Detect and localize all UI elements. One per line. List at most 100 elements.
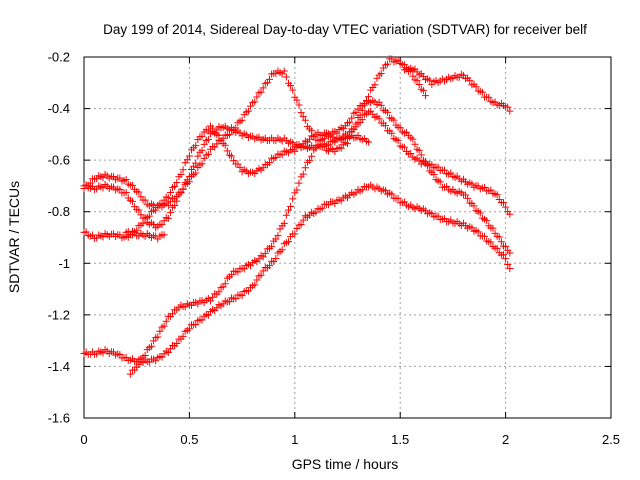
data-point [173,339,181,347]
data-point [198,160,206,168]
data-point [360,101,368,109]
data-point [116,185,124,193]
data-point [502,242,510,250]
data-point [225,130,233,138]
data-point [409,72,417,80]
data-point [291,147,299,155]
data-point [375,115,383,123]
data-point [135,188,143,196]
data-point [384,60,392,68]
data-point [257,88,265,96]
data-point [293,186,301,194]
data-point [278,246,286,254]
data-point [390,116,398,124]
data-point [318,204,326,212]
data-point [160,231,168,239]
data-point [128,181,136,189]
data-point [299,216,307,224]
series-arc-6 [122,227,168,243]
data-point [434,212,442,220]
x-tick-label: 0 [80,432,87,447]
data-point [221,280,229,288]
data-point [483,217,491,225]
data-point [434,163,442,171]
data-point [244,107,252,115]
data-point [474,228,482,236]
data-point [320,134,328,142]
data-point [156,327,164,335]
data-point [185,325,193,333]
data-point [204,311,212,319]
data-point [282,73,290,81]
x-tick-label: 1 [291,432,298,447]
data-point [333,129,341,137]
data-point [135,206,143,214]
data-points [80,55,514,378]
series-arc-4 [80,181,514,367]
data-point [179,332,187,340]
data-point [213,140,221,148]
data-point [86,179,94,187]
data-point [481,183,489,191]
data-point [192,142,200,150]
data-point [166,189,174,197]
data-point [358,116,366,124]
data-point [154,333,162,341]
data-point [164,214,172,222]
data-point [185,178,193,186]
data-point [204,135,212,143]
data-point [415,146,423,154]
data-point [287,203,295,211]
data-point [177,170,185,178]
data-point [499,251,507,259]
data-point [384,108,392,116]
data-point [198,316,206,324]
data-point [284,206,292,214]
data-point [179,185,187,193]
data-point [280,67,288,75]
data-point [126,370,134,378]
data-point [204,150,212,158]
data-point [400,143,408,151]
data-point [185,152,193,160]
y-tick-label: -0.2 [48,50,70,65]
y-axis-label: SDTVAR / TECUs [6,181,22,293]
data-point [415,81,423,89]
data-point [430,171,438,179]
data-point [200,140,208,148]
data-point [447,169,455,177]
data-point [440,166,448,174]
data-point [325,141,333,149]
data-point [314,142,322,150]
data-point [502,203,510,211]
data-point [348,114,356,122]
data-point [499,199,507,207]
data-point [394,137,402,145]
data-point [417,151,425,159]
data-point [266,75,274,83]
data-point [268,242,276,250]
data-point [377,101,385,109]
data-point [388,129,396,137]
data-point [493,244,501,252]
data-point [344,140,351,148]
data-point [192,321,200,329]
data-point [253,93,261,101]
data-point [198,146,206,154]
data-point [308,152,316,160]
data-point [481,232,489,240]
data-point [287,82,295,90]
data-point [426,76,434,84]
data-point [396,124,404,132]
data-point [122,188,130,196]
data-point [409,135,417,143]
data-point [238,292,246,300]
data-point [122,176,130,184]
data-point [495,233,503,241]
data-point [424,161,432,169]
data-point [284,238,292,246]
data-point [419,87,427,95]
data-point [171,182,179,190]
data-point [350,125,358,133]
